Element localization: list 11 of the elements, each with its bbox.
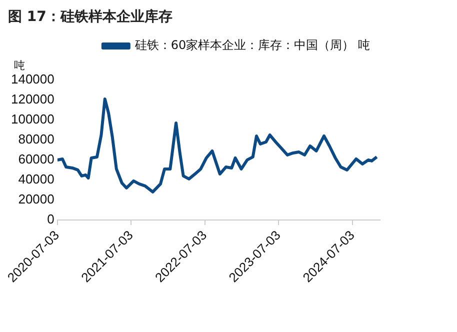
y-tick-label: 20000: [18, 192, 54, 207]
y-tick-label: 120000: [10, 92, 54, 107]
y-tick-label: 0: [47, 212, 54, 227]
chart-title: 图 17：硅铁样本企业库存: [8, 8, 172, 26]
y-tick-label: 60000: [18, 152, 54, 167]
y-tick-label: 140000: [10, 72, 54, 87]
y-axis-title: 吨: [14, 58, 25, 73]
legend-label: 硅铁：60家样本企业：库存：中国（周） 吨: [134, 38, 370, 52]
y-tick-label: 40000: [18, 172, 54, 187]
y-tick-label: 100000: [10, 112, 54, 127]
y-tick-label: 80000: [18, 132, 54, 147]
